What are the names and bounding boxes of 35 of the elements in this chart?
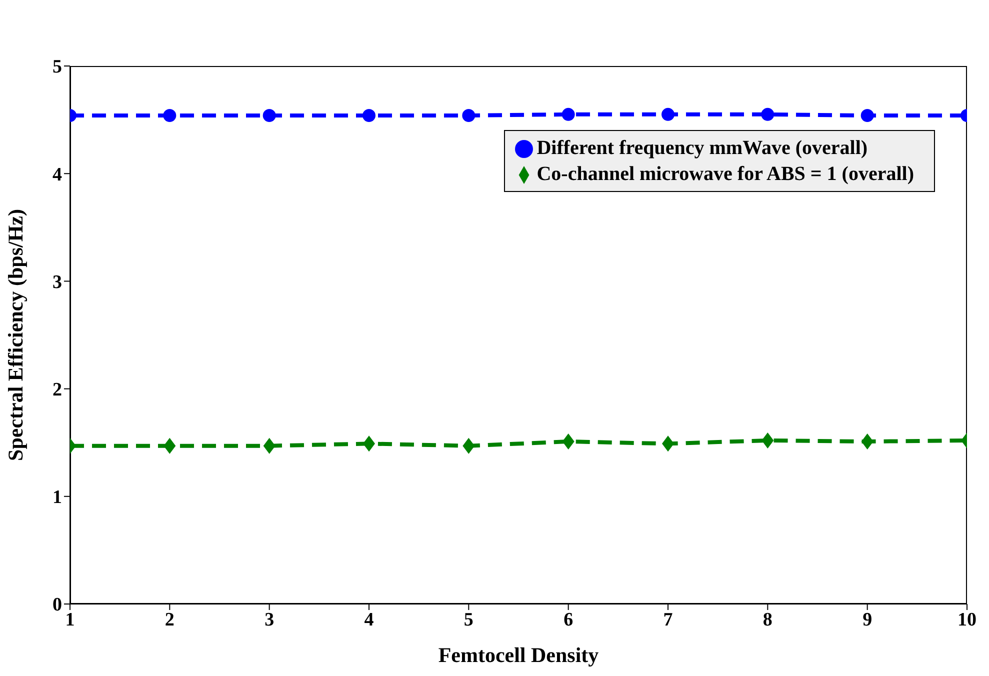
point (462, 108, 476, 122)
point (262, 108, 276, 122)
y-tick-label: 3 (52, 272, 62, 293)
x-tick-label: 3 (264, 609, 274, 630)
point (761, 108, 774, 121)
x-tick-label: 6 (564, 609, 574, 630)
legend-label: Different frequency mmWave (overall) (536, 137, 868, 159)
point (362, 108, 376, 122)
point (562, 108, 575, 121)
y-tick-label: 4 (52, 164, 62, 186)
x-tick-label: 7 (663, 609, 674, 630)
x-tick-label: 8 (762, 609, 772, 630)
y-axis-title: Spectral Efficiency (bps/Hz) (3, 209, 28, 461)
point (164, 438, 176, 454)
x-tick-label: 2 (164, 609, 174, 630)
x-tick-label: 4 (364, 609, 374, 630)
point (762, 432, 774, 448)
point (662, 436, 674, 452)
y-tick-label: 0 (52, 594, 62, 616)
point (163, 108, 176, 122)
x-tick-label: 5 (464, 609, 474, 630)
point (363, 436, 375, 452)
point (562, 434, 574, 450)
y-tick-label: 5 (52, 56, 62, 78)
legend-label: Co-channel microwave for ABS = 1 (overall) (536, 163, 914, 185)
y-tick-label: 1 (52, 487, 62, 508)
point (263, 438, 276, 454)
x-tick-label: 9 (862, 609, 872, 630)
point (860, 108, 874, 122)
point (462, 438, 475, 454)
x-axis-title: Femtocell Density (438, 643, 600, 667)
x-tick-label: 10 (958, 609, 976, 630)
point (861, 434, 874, 450)
y-tick-label: 2 (52, 380, 62, 401)
point (662, 108, 674, 121)
